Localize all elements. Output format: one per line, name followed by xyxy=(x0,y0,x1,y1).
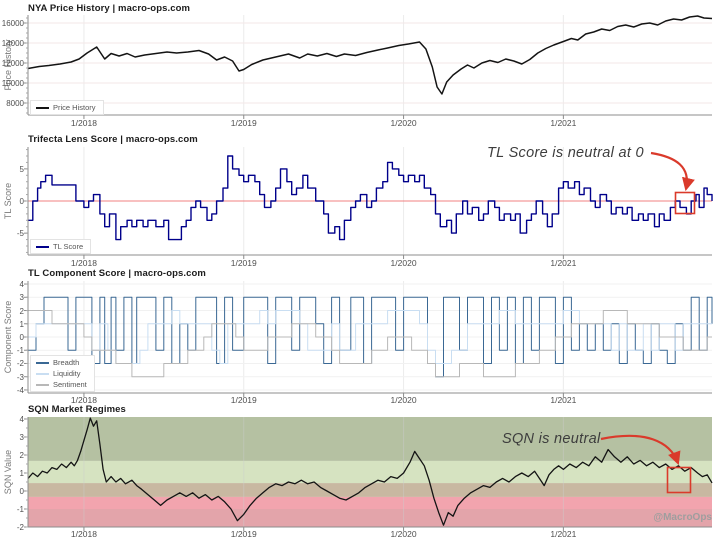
legend-swatch xyxy=(36,372,49,375)
ytick-label: 1 xyxy=(19,319,24,329)
xtick-label: 1/2018 xyxy=(70,395,97,405)
ytick-label: 2 xyxy=(19,450,24,460)
xtick-label: 1/2021 xyxy=(550,395,577,405)
ytick-label: 14000 xyxy=(1,39,24,48)
regime-band-bull-quiet xyxy=(28,417,712,461)
xtick-label: 1/2021 xyxy=(550,118,577,128)
series-sqn xyxy=(27,417,713,526)
xtick-label: 1/2019 xyxy=(230,395,257,405)
xtick-label: 1/2018 xyxy=(70,118,97,128)
xtick-label: 1/2020 xyxy=(390,395,417,405)
ytick-label: -2 xyxy=(16,359,24,369)
panel1-title: NYA Price History | macro-ops.com xyxy=(28,3,191,14)
component-score-plot xyxy=(24,281,713,397)
series-tl-score xyxy=(28,155,713,241)
xtick-label: 1/2019 xyxy=(230,118,257,128)
xtick-label: 1/2018 xyxy=(70,529,97,539)
regime-band-bull-normal xyxy=(28,460,712,484)
legend-item-breadth: Breadth xyxy=(36,358,87,367)
ytick-label: -3 xyxy=(16,372,24,382)
ytick-label: 0 xyxy=(19,486,24,496)
ytick-label: -1 xyxy=(16,346,24,356)
panel2-title: Trifecta Lens Score | macro-ops.com xyxy=(28,134,198,145)
legend-label: Breadth xyxy=(53,358,80,367)
tl-score-plot xyxy=(24,147,713,259)
ytick-label: 16000 xyxy=(1,19,24,28)
ytick-label: 0 xyxy=(19,197,24,206)
ytick-label: 3 xyxy=(19,432,24,442)
legend-label: Price History xyxy=(53,103,96,112)
regime-band-bear-volatile xyxy=(28,508,712,527)
xtick-label: 1/2020 xyxy=(390,258,417,268)
xtick-label: 1/2021 xyxy=(550,258,577,268)
xtick-label: 1/2018 xyxy=(70,258,97,268)
legend-label: Sentiment xyxy=(53,380,87,389)
panel3-title: TL Component Score | macro-ops.com xyxy=(28,268,206,279)
price-history-plot xyxy=(24,15,713,119)
xtick-label: 1/2019 xyxy=(230,258,257,268)
sqn-annotation: SQN is neutral xyxy=(502,431,601,447)
ytick-label: -5 xyxy=(16,229,24,239)
xtick-label: 1/2021 xyxy=(550,529,577,539)
xtick-label: 1/2020 xyxy=(390,118,417,128)
series-sentiment xyxy=(28,310,712,378)
sqn-regimes-plot xyxy=(24,417,713,531)
ytick-label: 4 xyxy=(19,280,24,290)
legend-item-liquidity: Liquidity xyxy=(36,369,87,378)
ytick-label: -4 xyxy=(16,385,24,395)
ytick-label: 2 xyxy=(19,306,24,316)
legend-item-price-history: Price History xyxy=(36,103,96,112)
panel3-legend: Breadth Liquidity Sentiment xyxy=(30,355,95,392)
legend-swatch xyxy=(36,361,49,364)
ytick-label: 5 xyxy=(19,164,24,174)
ytick-label: 1 xyxy=(19,468,24,478)
macroops-watermark: @MacroOps xyxy=(653,512,712,523)
ytick-label: 3 xyxy=(19,293,24,303)
ytick-label: 12000 xyxy=(1,59,24,68)
xtick-label: 1/2019 xyxy=(230,529,257,539)
legend-label: TL Score xyxy=(53,242,84,251)
legend-item-tl-score: TL Score xyxy=(36,242,83,251)
xtick-label: 1/2020 xyxy=(390,529,417,539)
ytick-label: 8000 xyxy=(6,99,24,108)
ytick-label: 0 xyxy=(19,333,24,342)
regime-band-neutral xyxy=(28,483,712,497)
panel2-legend: TL Score xyxy=(30,239,92,254)
ytick-label: -1 xyxy=(16,504,24,514)
panel4-title: SQN Market Regimes xyxy=(28,404,126,415)
ytick-label: -2 xyxy=(16,523,24,532)
tl-score-annotation: TL Score is neutral at 0 xyxy=(487,145,644,161)
legend-swatch xyxy=(36,245,49,248)
regime-band-bear-normal xyxy=(28,496,712,509)
ytick-label: 4 xyxy=(19,414,24,424)
series-price-history xyxy=(27,15,713,95)
legend-label: Liquidity xyxy=(53,369,81,378)
ytick-label: 10000 xyxy=(1,79,24,88)
panel1-legend: Price History xyxy=(30,100,104,115)
legend-item-sentiment: Sentiment xyxy=(36,380,87,389)
legend-swatch xyxy=(36,106,49,109)
legend-swatch xyxy=(36,383,49,386)
